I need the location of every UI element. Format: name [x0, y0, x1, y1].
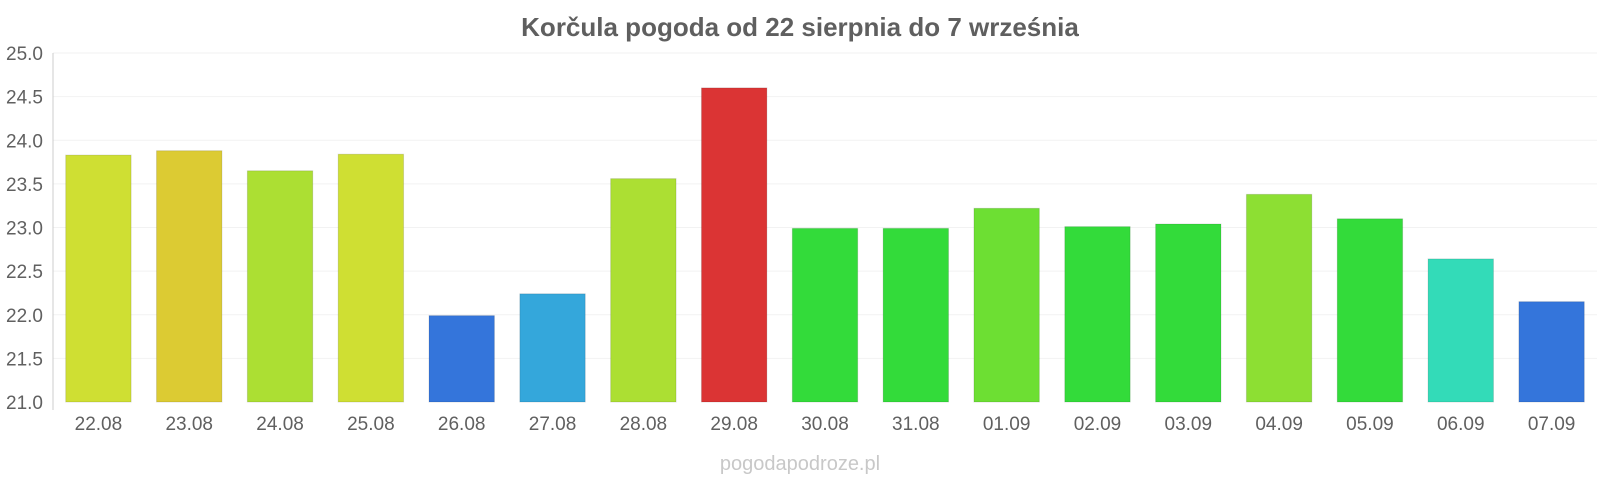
bar-04.09: [1245, 193, 1313, 403]
x-tick-label: 29.08: [710, 414, 758, 435]
x-tick-label: 30.08: [801, 414, 849, 435]
bar-01.09: [973, 207, 1040, 403]
x-tick-label: 22.08: [75, 414, 123, 435]
y-tick-label: 21.5: [6, 349, 43, 370]
bar-06.09: [1427, 258, 1494, 403]
y-tick-label: 24.5: [6, 88, 43, 109]
bar-22.08: [65, 154, 132, 403]
y-tick-label: 23.0: [6, 219, 43, 240]
bar-23.08: [156, 150, 223, 403]
y-tick-label: 25.0: [6, 44, 43, 65]
x-tick-label: 05.09: [1346, 414, 1394, 435]
x-tick-label: 25.08: [347, 414, 395, 435]
bar-05.09: [1336, 218, 1404, 403]
bar-29.08: [700, 87, 768, 403]
x-tick-label: 26.08: [438, 414, 486, 435]
x-tick-label: 24.08: [256, 414, 304, 435]
bar-07.09: [1518, 301, 1585, 403]
bar-03.09: [1155, 223, 1222, 403]
x-axis-ticks: 22.08 23.08 24.08 25.08 26.08 27.08 28.08 29.08…: [75, 414, 1576, 435]
x-tick-label: 27.08: [529, 414, 577, 435]
chart-title: Korčula pogoda od 22 sierpnia do 7 wrześ…: [521, 12, 1079, 42]
bar-28.08: [610, 178, 677, 403]
bars: [65, 87, 1585, 403]
x-tick-label: 06.09: [1437, 414, 1485, 435]
y-tick-label: 22.5: [6, 262, 43, 283]
y-axis-ticks: 21.0 21.5 22.0 22.5 23.0 23.5 24.0 24.5 25.0: [6, 44, 43, 414]
bar-24.08: [246, 170, 314, 403]
bar-26.08: [428, 315, 495, 403]
bar-25.08: [337, 153, 405, 403]
y-tick-label: 23.5: [6, 175, 43, 196]
x-tick-label: 23.08: [165, 414, 213, 435]
x-tick-label: 03.09: [1165, 414, 1213, 435]
x-tick-label: 31.08: [892, 414, 940, 435]
x-tick-label: 07.09: [1528, 414, 1576, 435]
bar-27.08: [519, 293, 586, 403]
watermark-text: pogodapodroze.pl: [720, 453, 880, 475]
x-tick-label: 01.09: [983, 414, 1031, 435]
bar-02.09: [1064, 226, 1131, 403]
x-tick-label: 28.08: [620, 414, 668, 435]
bar-30.08: [791, 227, 859, 403]
y-tick-label: 21.0: [6, 393, 43, 414]
x-tick-label: 02.09: [1074, 414, 1122, 435]
x-tick-label: 04.09: [1255, 414, 1303, 435]
y-tick-label: 24.0: [6, 131, 43, 152]
y-tick-label: 22.0: [6, 306, 43, 327]
bar-31.08: [882, 227, 950, 403]
